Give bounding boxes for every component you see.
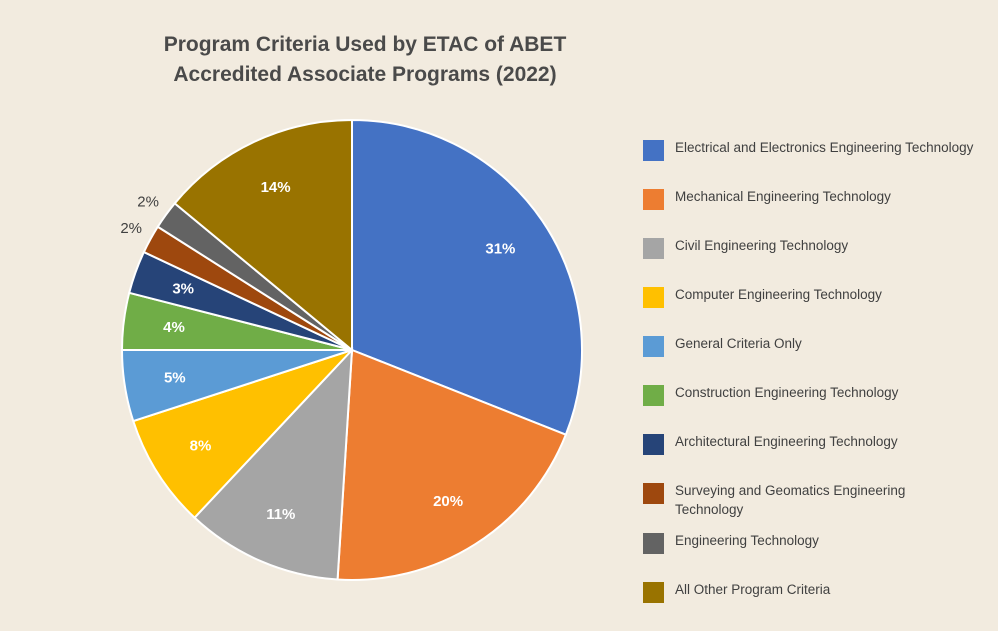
pie-slice-3 (193, 347, 354, 581)
pie-data-label-3: 11% (266, 506, 295, 523)
legend-label: Mechanical Engineering Technology (675, 189, 891, 204)
legend-label: Civil Engineering Technology (675, 238, 849, 253)
pie-data-label-9: 2% (137, 193, 159, 210)
legend-swatch (643, 336, 664, 357)
legend-swatch (643, 434, 664, 455)
pie-chart: 31% 20% 11% 8% 5% 4% 3% 2% 2% 14% (120, 118, 584, 581)
pie-slice-10 (173, 118, 353, 353)
legend-label: Electrical and Electronics Engineering T… (675, 140, 974, 155)
pie-data-label-8: 2% (120, 220, 142, 237)
legend-swatch (643, 483, 664, 504)
pie-slice-2 (336, 348, 568, 581)
pie-data-label-5: 5% (164, 370, 186, 387)
pie-slice-1 (351, 118, 584, 436)
legend-swatch (643, 533, 664, 554)
chart-legend: Electrical and Electronics Engineering T… (643, 0, 983, 631)
legend-swatch (643, 385, 664, 406)
pie-data-label-4: 8% (190, 438, 212, 455)
chart-title: Program Criteria Used by ETAC of ABET Ac… (150, 30, 580, 90)
legend-label: Computer Engineering Technology (675, 287, 882, 302)
pie-data-label-7: 3% (172, 281, 194, 298)
legend-label: All Other Program Criteria (675, 582, 831, 597)
pie-slice-4 (131, 349, 353, 520)
legend-label: Architectural Engineering Technology (675, 434, 898, 449)
legend-swatch (643, 189, 664, 210)
legend-label: Construction Engineering Technology (675, 385, 899, 400)
pie-data-label-1: 31% (485, 241, 515, 258)
chart-title-line-2: Accredited Associate Programs (2022) (173, 63, 557, 86)
legend-swatch (643, 287, 664, 308)
legend-swatch (643, 140, 664, 161)
legend-swatch (643, 238, 664, 259)
legend-label: Surveying and Geomatics Engineering Tech… (675, 483, 906, 517)
pie-data-label-10: 14% (261, 179, 291, 196)
legend-label: Engineering Technology (675, 533, 819, 548)
legend-swatch (643, 582, 664, 603)
pie-data-label-2: 20% (433, 493, 463, 510)
legend-label: General Criteria Only (675, 336, 802, 351)
chart-title-line-1: Program Criteria Used by ETAC of ABET (163, 33, 567, 56)
pie-data-label-6: 4% (163, 319, 185, 336)
